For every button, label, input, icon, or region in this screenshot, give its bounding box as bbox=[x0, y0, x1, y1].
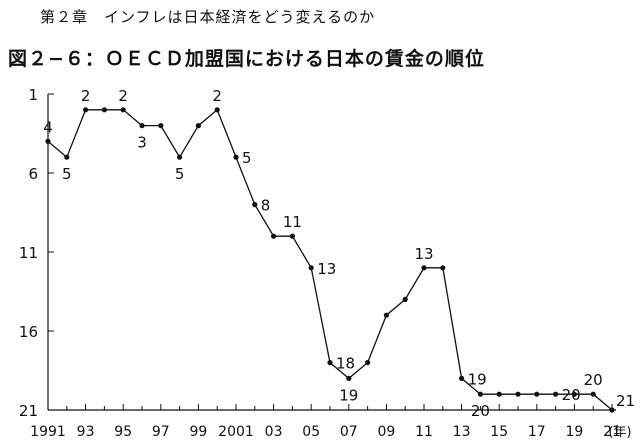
chapter-header: 第２章 インフレは日本経済をどう変えるのか bbox=[40, 8, 376, 26]
data-point bbox=[477, 391, 483, 397]
data-point bbox=[271, 233, 277, 239]
x-tick-label: 05 bbox=[302, 424, 320, 440]
x-tick-label: 17 bbox=[528, 424, 546, 440]
x-tick-label: 07 bbox=[340, 424, 358, 440]
data-label: 19 bbox=[468, 370, 487, 388]
y-tick-label: 6 bbox=[28, 165, 38, 183]
data-point bbox=[365, 360, 371, 366]
data-point bbox=[64, 154, 70, 160]
data-point bbox=[308, 265, 314, 271]
data-label: 2 bbox=[118, 87, 128, 105]
data-point bbox=[553, 391, 559, 397]
x-tick-label: 97 bbox=[152, 424, 170, 440]
data-point bbox=[421, 265, 427, 271]
data-point bbox=[515, 391, 521, 397]
x-tick-label: 21 bbox=[603, 424, 621, 440]
data-point bbox=[214, 107, 220, 113]
x-tick-label: 93 bbox=[77, 424, 95, 440]
x-tick-label: 15 bbox=[490, 424, 508, 440]
data-point bbox=[609, 407, 615, 413]
data-point bbox=[327, 360, 333, 366]
x-tick-label: 03 bbox=[265, 424, 283, 440]
data-point bbox=[440, 265, 446, 271]
data-label: 20 bbox=[471, 402, 490, 420]
x-tick-label: 11 bbox=[415, 424, 433, 440]
data-point bbox=[590, 391, 596, 397]
data-label: 5 bbox=[62, 165, 72, 183]
data-point bbox=[120, 107, 126, 113]
x-unit-label: (年) bbox=[608, 425, 631, 440]
data-label: 18 bbox=[336, 355, 355, 373]
x-tick-label: 99 bbox=[189, 424, 207, 440]
data-point bbox=[45, 138, 51, 144]
data-point bbox=[139, 123, 145, 129]
data-label: 13 bbox=[414, 245, 433, 263]
data-label: 19 bbox=[339, 386, 358, 404]
data-label: 5 bbox=[175, 165, 185, 183]
data-label: 3 bbox=[137, 134, 147, 152]
data-point bbox=[177, 154, 183, 160]
data-point bbox=[383, 312, 389, 318]
data-point bbox=[158, 123, 164, 129]
y-tick-label: 21 bbox=[19, 402, 38, 420]
data-point bbox=[101, 107, 107, 113]
data-point bbox=[346, 375, 352, 381]
data-point bbox=[534, 391, 540, 397]
data-point bbox=[402, 296, 408, 302]
data-label: 4 bbox=[43, 118, 53, 136]
data-point bbox=[496, 391, 502, 397]
data-label: 20 bbox=[584, 371, 603, 389]
y-tick-label: 11 bbox=[19, 244, 38, 262]
data-points bbox=[45, 107, 615, 413]
data-label: 8 bbox=[261, 197, 271, 215]
data-label: 21 bbox=[616, 392, 635, 410]
chart-title: 図２−６：ＯＥＣＤ加盟国における日本の賃金の順位 bbox=[8, 48, 485, 70]
x-tick-label: 13 bbox=[453, 424, 471, 440]
data-label: 13 bbox=[317, 260, 336, 278]
data-point bbox=[571, 391, 578, 397]
data-point bbox=[195, 123, 201, 129]
data-label: 2 bbox=[212, 87, 222, 105]
data-label: 5 bbox=[242, 149, 252, 167]
data-point bbox=[289, 233, 295, 239]
data-label: 20 bbox=[562, 386, 581, 404]
data-point bbox=[459, 375, 465, 381]
x-tick-label: 19 bbox=[565, 424, 583, 440]
x-tick-label: 1991 bbox=[30, 424, 66, 440]
data-label: 2 bbox=[81, 87, 91, 105]
y-tick-label: 16 bbox=[19, 323, 38, 341]
data-point bbox=[83, 107, 89, 113]
data-label: 11 bbox=[283, 213, 302, 231]
x-tick-label: 09 bbox=[377, 424, 395, 440]
data-point bbox=[233, 154, 239, 160]
data-point bbox=[252, 202, 258, 208]
y-tick-label: 1 bbox=[28, 86, 38, 104]
x-tick-label: 2001 bbox=[218, 424, 254, 440]
x-tick-label: 95 bbox=[114, 424, 132, 440]
